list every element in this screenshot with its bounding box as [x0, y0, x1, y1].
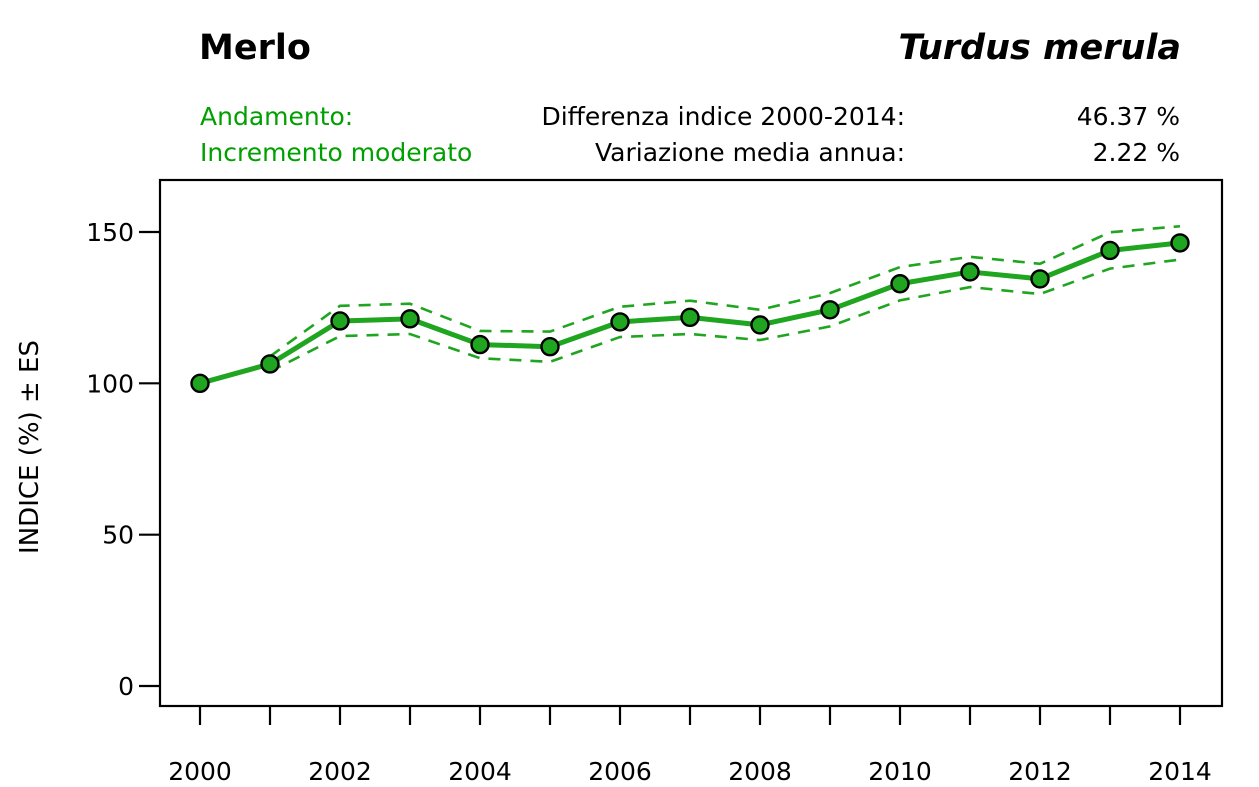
- data-point-marker: [470, 334, 490, 355]
- x-axis-tick-label: 2014: [1148, 757, 1212, 786]
- data-point-marker: [890, 274, 910, 294]
- x-axis-tick-label: 2002: [308, 757, 372, 786]
- x-axis-tick-label: 2006: [588, 757, 652, 786]
- data-point-marker: [610, 312, 630, 332]
- data-point-marker: [1170, 233, 1190, 253]
- data-point-marker: [190, 373, 210, 394]
- species-scientific-name: Turdus merula: [898, 28, 1181, 68]
- y-axis-title: INDICE (%) ± ES: [15, 340, 45, 554]
- data-point-marker: [260, 354, 280, 374]
- annual-variation-value: 2.22 %: [1092, 138, 1180, 167]
- data-point-marker: [680, 307, 700, 328]
- x-axis-tick-label: 2010: [868, 757, 932, 786]
- x-axis-tick-label: 2008: [728, 757, 792, 786]
- data-point-marker: [400, 309, 420, 329]
- data-point-marker: [750, 315, 770, 335]
- annual-variation-label: Variazione media annua:: [595, 138, 905, 167]
- y-axis-tick-label: 0: [118, 672, 134, 701]
- data-point-marker: [960, 262, 980, 282]
- page-title: Merlo: [199, 28, 311, 68]
- trend-label: Andamento:: [200, 102, 354, 131]
- x-axis-tick-label: 2012: [1008, 757, 1072, 786]
- upper-es-dashed-line: [269, 224, 1181, 358]
- index-difference-value: 46.37 %: [1076, 102, 1180, 131]
- data-point-marker: [330, 311, 350, 331]
- trend-classification: Incremento moderato: [200, 138, 473, 167]
- plot-border: [158, 178, 1224, 708]
- y-axis-tick-label: 50: [102, 521, 134, 550]
- lower-es-dashed-line: [269, 258, 1181, 373]
- data-point-marker: [1100, 240, 1120, 261]
- data-point-marker: [1030, 269, 1050, 289]
- y-axis-tick-label: 150: [86, 218, 134, 247]
- data-point-marker: [540, 337, 560, 357]
- data-point-marker: [820, 300, 840, 320]
- y-axis-tick-label: 100: [86, 369, 134, 398]
- x-axis-tick-label: 2000: [168, 757, 232, 786]
- index-difference-label: Differenza indice 2000-2014:: [541, 102, 905, 131]
- x-axis-tick-label: 2004: [448, 757, 512, 786]
